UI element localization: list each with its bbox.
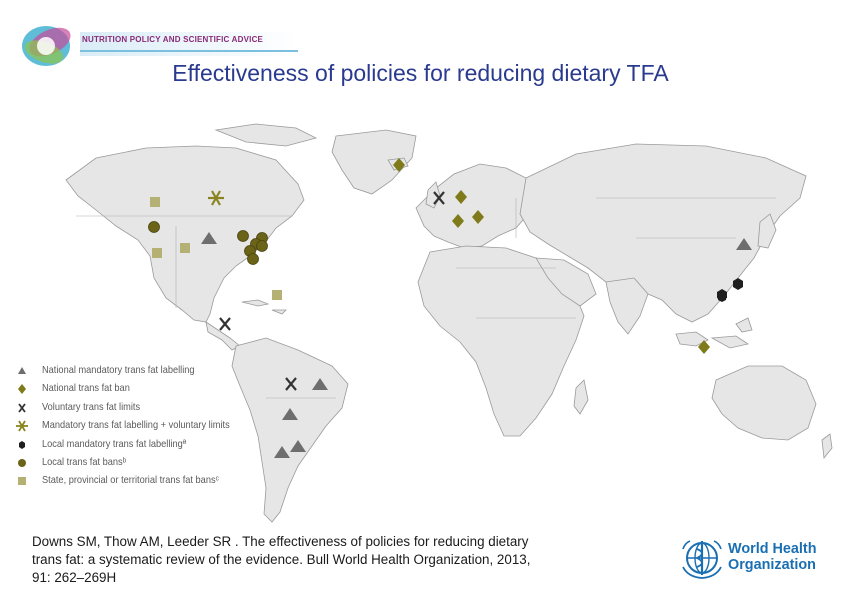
- india-landmass: [605, 277, 649, 335]
- x-marker-uk: [433, 191, 445, 205]
- country-borders: [76, 197, 776, 399]
- hexagon-marker-hongkong: [717, 289, 727, 301]
- legend-label: Local trans fat bansᵇ: [42, 455, 127, 468]
- land-masses: [65, 123, 833, 523]
- circle-marker-seattle: [148, 221, 160, 233]
- legend-label: National trans fat ban: [42, 382, 130, 395]
- square-marker-california: [152, 248, 162, 258]
- circle-marker-ny-4: [256, 240, 268, 252]
- x-marker-costa-rica: [219, 317, 231, 331]
- diamond-marker-singapore: [698, 340, 710, 354]
- triangle-icon: [18, 367, 26, 374]
- legend-label: National mandatory trans fat labelling: [42, 364, 195, 376]
- citation-line: 91: 262–269H: [32, 570, 117, 585]
- diamond-icon: [18, 384, 26, 395]
- triangle-marker-brazil: [312, 378, 328, 390]
- citation-line: trans fat: a systematic review of the ev…: [32, 552, 531, 567]
- legend-item: State, provincial or territorial trans f…: [14, 472, 274, 490]
- header-banner: [80, 32, 298, 56]
- who-wordmark: World Health Organization: [728, 541, 816, 573]
- legend-item: National trans fat ban: [14, 380, 274, 398]
- circle-marker-east-coast: [247, 253, 259, 265]
- x-icon: [18, 403, 26, 413]
- triangle-marker-paraguay: [282, 408, 298, 420]
- australia-landmass: [711, 365, 817, 441]
- citation: Downs SM, Thow AM, Leeder SR . The effec…: [32, 533, 652, 587]
- legend-item: Mandatory trans fat labelling + voluntar…: [14, 417, 274, 435]
- triangle-marker-korea: [736, 238, 752, 250]
- diamond-marker-denmark: [455, 190, 467, 204]
- who-line: Organization: [728, 557, 816, 573]
- arabia-landmass: [535, 257, 597, 307]
- square-icon: [18, 477, 26, 486]
- page-title: Effectiveness of policies for reducing d…: [172, 60, 669, 86]
- legend-label: Voluntary trans fat limits: [42, 400, 141, 413]
- legend-item: National mandatory trans fat labelling: [14, 362, 274, 380]
- legend-item: Voluntary trans fat limits: [14, 399, 274, 417]
- square-marker-canada-bc: [150, 197, 160, 207]
- square-marker-us-central: [180, 243, 190, 253]
- hexagon-marker-taiwan-2: [733, 278, 743, 290]
- world-map: [65, 123, 833, 523]
- diamond-marker-iceland: [393, 158, 405, 172]
- japan-landmass: [757, 213, 777, 249]
- legend-label: Mandatory trans fat labelling + voluntar…: [42, 419, 230, 432]
- triangle-marker-usa: [201, 232, 217, 244]
- who-line: World Health: [728, 541, 817, 557]
- diamond-marker-austria: [472, 210, 484, 224]
- citation-line: Downs SM, Thow AM, Leeder SR . The effec…: [32, 534, 529, 549]
- legend-item: Local trans fat bansᵇ: [14, 454, 274, 472]
- diamond-marker-switzerland: [452, 214, 464, 228]
- map-legend: National mandatory trans fat labelling N…: [14, 362, 274, 491]
- asterisk-marker-canada: [208, 190, 224, 206]
- circle-marker-chicago: [237, 230, 249, 242]
- indonesia-islands: [675, 317, 753, 349]
- header-banner-text: NUTRITION POLICY AND SCIENTIFIC ADVICE: [82, 35, 264, 44]
- legend-item: Local mandatory trans fat labellingª: [14, 436, 274, 454]
- nutrition-logo-icon: [22, 26, 71, 66]
- who-emblem-icon: [682, 540, 722, 579]
- map-markers: [148, 158, 752, 458]
- circle-icon: [18, 458, 26, 467]
- caribbean-islands: [241, 299, 287, 315]
- square-marker-puerto-rico: [272, 290, 282, 300]
- arctic-islands: [214, 123, 318, 147]
- new-zealand-landmass: [821, 433, 833, 460]
- north-america-landmass: [65, 145, 305, 323]
- x-marker-bolivia: [285, 377, 297, 391]
- legend-label: Local mandatory trans fat labellingª: [42, 437, 187, 450]
- legend-label: State, provincial or territorial trans f…: [42, 474, 219, 487]
- asterisk-icon: [16, 420, 28, 432]
- triangle-marker-uruguay: [290, 440, 306, 452]
- triangle-marker-argentina: [274, 446, 290, 458]
- asia-landmass: [519, 143, 807, 323]
- greenland-landmass: [331, 129, 417, 195]
- hexagon-icon: [19, 440, 25, 449]
- madagascar-landmass: [573, 379, 589, 415]
